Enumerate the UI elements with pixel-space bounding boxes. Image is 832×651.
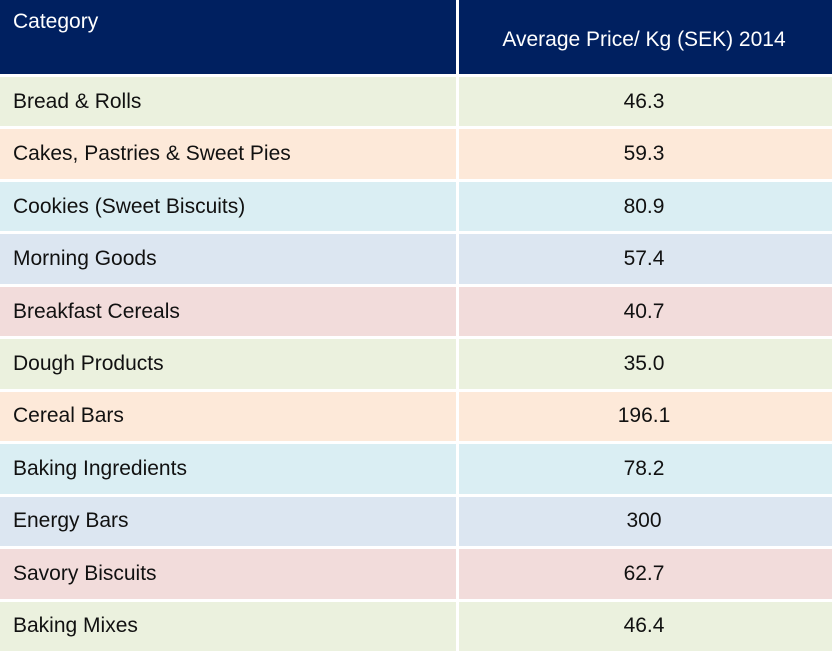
price-cell: 196.1 — [617, 404, 671, 428]
price-cell: 78.2 — [623, 456, 665, 480]
table-row: Savory Biscuits 62.7 — [0, 549, 832, 599]
category-cell: Baking Ingredients — [13, 456, 187, 480]
price-cell: 59.3 — [623, 142, 665, 166]
table-row: Cakes, Pastries & Sweet Pies 59.3 — [0, 129, 832, 179]
column-separator — [456, 444, 459, 494]
column-separator — [456, 391, 459, 442]
category-cell: Morning Goods — [13, 247, 157, 271]
row-divider — [0, 178, 832, 182]
row-divider — [0, 336, 832, 340]
price-cell: 35.0 — [623, 351, 665, 375]
column-separator — [456, 601, 459, 651]
column-separator — [456, 234, 459, 284]
price-cell: 57.4 — [623, 247, 665, 271]
header-average-price: Average Price/ Kg (SEK) 2014 — [502, 28, 786, 51]
price-cell: 46.3 — [623, 89, 665, 113]
row-divider — [0, 598, 832, 602]
category-cell: Cakes, Pastries & Sweet Pies — [13, 142, 291, 166]
row-divider — [0, 74, 832, 77]
column-separator — [456, 286, 459, 337]
table-header: Category Average Price/ Kg (SEK) 2014 — [0, 0, 832, 74]
table-row: Cereal Bars 196.1 — [0, 391, 832, 442]
price-cell: 300 — [626, 509, 662, 533]
category-cell: Energy Bars — [13, 509, 129, 533]
price-cell: 62.7 — [623, 561, 665, 585]
category-cell: Breakfast Cereals — [13, 299, 180, 323]
row-divider — [0, 441, 832, 445]
category-cell: Bread & Rolls — [13, 89, 142, 113]
table-row: Baking Ingredients 78.2 — [0, 444, 832, 494]
row-divider — [0, 126, 832, 130]
price-cell: 40.7 — [623, 299, 665, 323]
category-cell: Cookies (Sweet Biscuits) — [13, 194, 246, 218]
column-separator — [456, 77, 459, 127]
table-row: Energy Bars 300 — [0, 496, 832, 547]
table-row: Morning Goods 57.4 — [0, 234, 832, 284]
category-cell: Dough Products — [13, 351, 164, 375]
category-cell: Cereal Bars — [13, 404, 124, 428]
column-separator — [456, 496, 459, 547]
table-row: Dough Products 35.0 — [0, 339, 832, 389]
price-cell: 80.9 — [623, 194, 665, 218]
column-separator — [456, 129, 459, 179]
table-row: Baking Mixes 46.4 — [0, 601, 832, 651]
table-row: Cookies (Sweet Biscuits) 80.9 — [0, 181, 832, 232]
row-divider — [0, 388, 832, 392]
header-category: Category — [13, 10, 99, 33]
row-divider — [0, 493, 832, 497]
column-separator — [456, 549, 459, 599]
row-divider — [0, 231, 832, 235]
category-cell: Savory Biscuits — [13, 561, 157, 585]
header-column-separator — [456, 0, 459, 74]
column-separator — [456, 339, 459, 389]
column-separator — [456, 181, 459, 232]
table-row: Breakfast Cereals 40.7 — [0, 286, 832, 337]
category-cell: Baking Mixes — [13, 614, 138, 638]
table-row: Bread & Rolls 46.3 — [0, 77, 832, 127]
row-divider — [0, 283, 832, 287]
price-cell: 46.4 — [623, 614, 665, 638]
row-divider — [0, 546, 832, 550]
